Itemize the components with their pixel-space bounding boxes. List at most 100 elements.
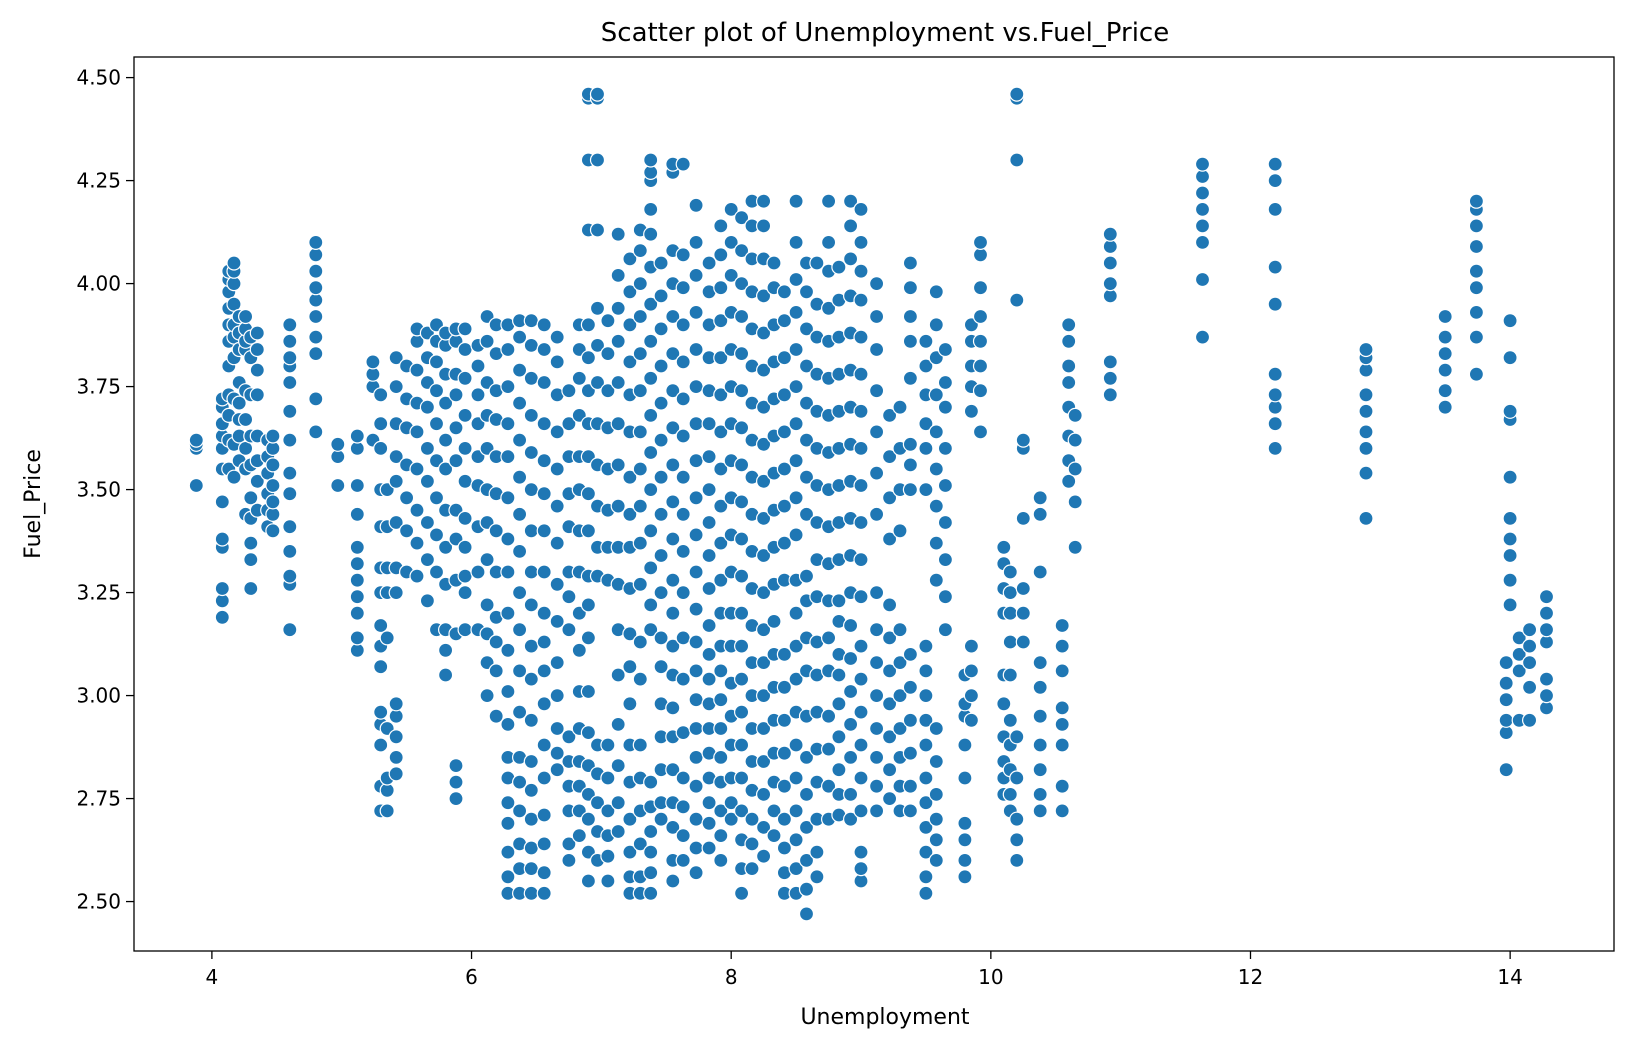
- data-point: [918, 663, 934, 679]
- data-point: [972, 358, 989, 374]
- data-point: [1067, 494, 1083, 510]
- data-point: [1267, 416, 1283, 432]
- data-point: [561, 622, 577, 638]
- data-point: [1102, 354, 1118, 370]
- data-point: [373, 659, 389, 675]
- data-point: [1358, 341, 1374, 358]
- data-point: [1511, 663, 1527, 679]
- data-point: [733, 383, 750, 399]
- data-point: [937, 551, 954, 568]
- data-point: [928, 786, 944, 803]
- data-point: [479, 333, 495, 349]
- data-point: [388, 379, 404, 395]
- data-point: [853, 844, 869, 860]
- plot-frame: [133, 56, 1615, 952]
- data-point: [643, 407, 659, 423]
- data-point: [580, 523, 597, 539]
- data-point: [549, 720, 565, 737]
- data-point: [511, 432, 528, 448]
- data-point: [457, 584, 473, 601]
- data-point: [349, 539, 365, 555]
- data-point: [713, 720, 729, 737]
- data-point: [937, 514, 954, 531]
- data-point: [653, 255, 669, 271]
- data-point: [511, 469, 528, 485]
- data-point: [536, 807, 552, 823]
- data-point: [798, 358, 815, 374]
- data-point: [1002, 564, 1018, 580]
- data-point: [1437, 308, 1453, 325]
- data-point: [549, 329, 565, 345]
- data-point: [523, 523, 539, 539]
- data-point: [1054, 803, 1070, 819]
- data-point: [937, 477, 954, 494]
- data-point: [918, 712, 934, 728]
- data-point: [282, 486, 298, 502]
- data-point: [881, 490, 898, 506]
- data-point: [902, 778, 919, 794]
- data-point: [1102, 276, 1118, 292]
- data-point: [733, 568, 750, 584]
- data-point: [798, 881, 815, 897]
- data-point: [957, 869, 973, 885]
- data-point: [937, 589, 954, 605]
- data-point: [788, 193, 804, 209]
- data-point: [536, 663, 552, 679]
- data-point: [1009, 811, 1025, 827]
- data-point: [282, 333, 298, 349]
- data-point: [928, 832, 944, 848]
- data-point: [918, 795, 934, 811]
- data-point: [282, 317, 298, 333]
- data-point: [820, 741, 837, 757]
- data-point: [868, 308, 885, 325]
- data-point: [755, 362, 772, 378]
- data-point: [688, 341, 704, 358]
- data-point: [755, 193, 772, 209]
- data-point: [755, 510, 772, 527]
- data-point: [688, 840, 704, 856]
- data-point: [428, 527, 445, 543]
- y-axis: 2.50 2.75 3.00 3.25 3.50 3.75 4.00 4.25 4.50: [76, 66, 134, 914]
- data-point: [1437, 383, 1453, 399]
- data-point: [379, 630, 395, 646]
- data-point: [868, 654, 885, 671]
- data-point: [536, 737, 552, 753]
- data-point: [853, 477, 869, 494]
- data-point: [643, 597, 659, 613]
- data-point: [589, 222, 606, 238]
- data-point: [902, 436, 919, 452]
- data-point: [600, 873, 616, 889]
- data-point: [643, 823, 659, 840]
- data-point: [688, 234, 704, 250]
- data-point: [798, 906, 815, 922]
- data-point: [653, 506, 669, 522]
- data-point: [918, 687, 934, 704]
- data-point: [511, 663, 528, 679]
- data-point: [643, 482, 659, 498]
- data-point: [643, 523, 659, 539]
- data-point: [902, 370, 919, 386]
- data-point: [373, 416, 389, 432]
- data-point: [675, 469, 691, 485]
- data-point: [733, 346, 750, 362]
- data-point: [500, 815, 516, 831]
- data-point: [733, 671, 750, 687]
- data-point: [1267, 296, 1283, 312]
- data-point: [653, 288, 669, 304]
- data-point: [842, 617, 859, 634]
- data-point: [488, 634, 504, 650]
- data-point: [653, 811, 669, 827]
- data-point: [755, 473, 772, 489]
- data-point: [536, 885, 552, 901]
- data-point: [713, 387, 729, 403]
- data-point: [500, 869, 516, 885]
- data-point: [928, 498, 944, 514]
- data-point: [214, 531, 230, 547]
- data-point: [1437, 329, 1453, 345]
- data-point: [733, 243, 750, 259]
- data-point: [713, 852, 729, 869]
- data-point: [918, 416, 934, 432]
- data-point: [788, 605, 804, 621]
- data-point: [536, 317, 552, 333]
- data-point: [549, 687, 565, 704]
